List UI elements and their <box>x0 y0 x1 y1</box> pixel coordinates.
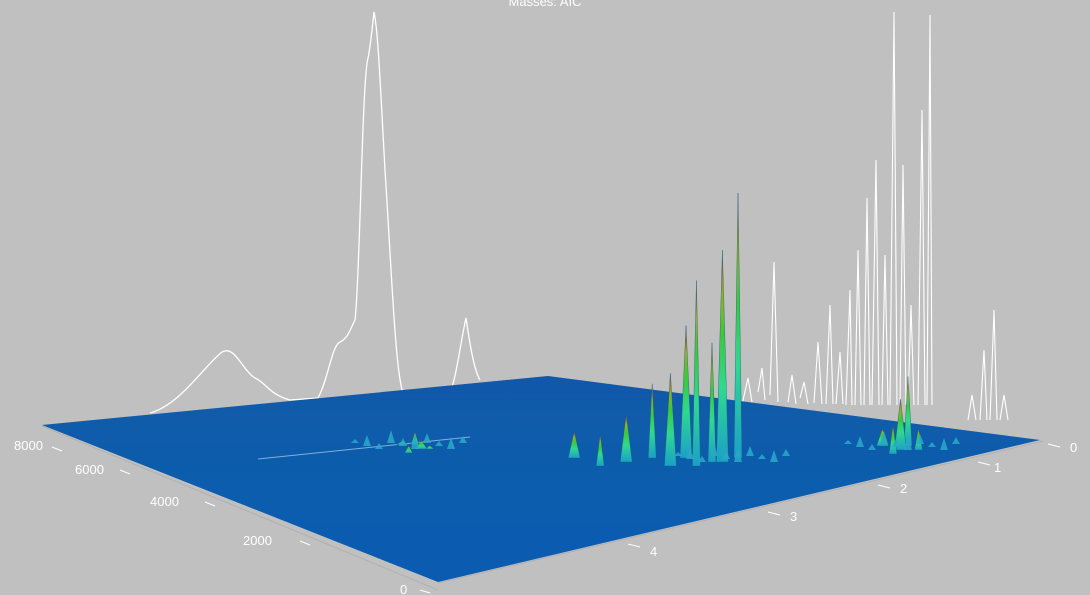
left-tick-0: 0 <box>400 582 407 595</box>
peak-texture <box>868 444 876 450</box>
peak-texture <box>844 440 852 444</box>
baseline-streak <box>257 436 471 460</box>
left-tick-2000: 2000 <box>243 533 272 548</box>
left-tick-6000: 6000 <box>75 462 104 477</box>
peak-spike <box>664 373 677 467</box>
right-tick-0: 0 <box>1070 440 1077 455</box>
right-wall-traces <box>741 11 1009 421</box>
peak-spike <box>647 383 657 459</box>
peak-texture <box>698 456 706 462</box>
peak-spike <box>619 414 633 463</box>
peak-spike <box>894 399 907 451</box>
peak-spike <box>679 325 693 459</box>
peak-texture <box>447 437 455 449</box>
peak-texture <box>952 437 960 444</box>
peak-texture <box>856 436 864 447</box>
peak-texture <box>770 450 778 462</box>
peak-spike <box>567 431 581 459</box>
peak-texture <box>928 442 936 447</box>
peak-texture <box>674 452 682 456</box>
peak-texture <box>351 439 359 443</box>
left-tick-8000: 8000 <box>14 438 43 453</box>
peak-texture <box>782 449 790 456</box>
peak-texture <box>399 438 407 446</box>
peak-texture <box>746 446 754 456</box>
peaks-layer <box>351 192 960 467</box>
floor-shadow <box>42 376 1040 582</box>
peak-texture <box>363 435 371 446</box>
right-tick-1: 1 <box>994 460 1001 475</box>
peak-spike <box>716 249 729 463</box>
peak-texture <box>411 434 419 449</box>
peak-texture <box>423 433 431 443</box>
peak-spike <box>692 280 701 467</box>
peak-spike <box>595 434 605 467</box>
right-tick-3: 3 <box>790 509 797 524</box>
peak-texture <box>904 435 912 450</box>
peak-spike <box>404 445 414 454</box>
left-axis: 8000 6000 4000 2000 0 <box>14 425 439 595</box>
peak-texture <box>892 439 900 447</box>
peak-spike <box>733 192 743 459</box>
left-wall-trace <box>149 11 481 414</box>
peak-texture <box>387 430 395 443</box>
peak-texture <box>916 434 924 444</box>
peak-texture <box>375 443 383 449</box>
peak-texture <box>686 448 694 459</box>
left-tick-4000: 4000 <box>150 494 179 509</box>
peak-texture <box>710 443 718 456</box>
peak-texture <box>722 451 730 459</box>
peak-texture <box>880 431 888 444</box>
peak-spike <box>425 445 435 450</box>
peak-spike <box>707 342 717 463</box>
right-axis: 0 1 2 3 4 <box>437 440 1077 584</box>
peak-texture <box>459 436 467 443</box>
peak-texture <box>940 438 948 450</box>
peak-texture <box>435 441 443 446</box>
right-tick-2: 2 <box>900 481 907 496</box>
right-tick-4: 4 <box>650 544 657 559</box>
peak-texture <box>734 447 742 462</box>
chart-title: Masses: AIC <box>508 0 582 9</box>
peak-texture <box>758 454 766 459</box>
